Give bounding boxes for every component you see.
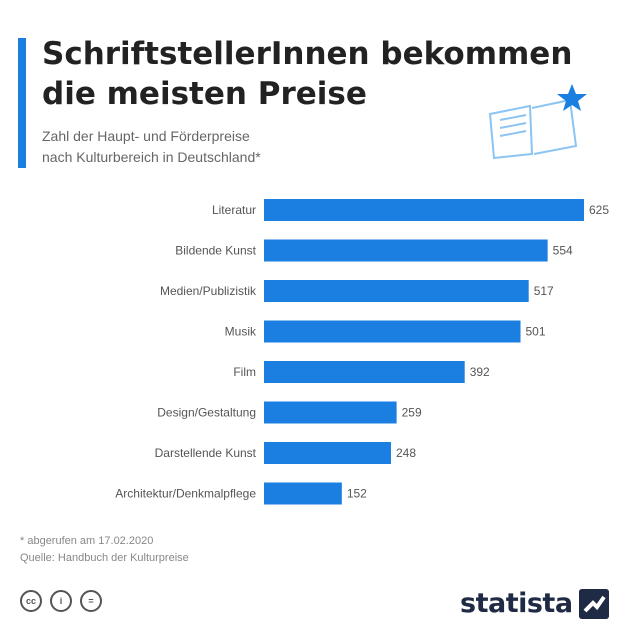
bar[interactable] (264, 401, 397, 424)
footnote-note: * abgerufen am 17.02.2020 (20, 535, 154, 547)
page-subtitle: Zahl der Haupt- und Förderpreise nach Ku… (42, 126, 402, 168)
brand-name: statista (460, 588, 573, 619)
license-icons: cc i = (20, 590, 102, 612)
bar-chart: Literatur 625 Bildende Kunst 554 Medien/Publ… (115, 199, 609, 505)
value-label: 554 (553, 244, 573, 258)
bar[interactable] (264, 280, 529, 302)
value-label: 392 (470, 365, 490, 379)
category-label: Darstellende Kunst (155, 446, 257, 460)
no-derivatives-icon[interactable]: = (80, 590, 102, 612)
category-label: Musik (225, 325, 257, 339)
value-label: 625 (589, 203, 609, 217)
category-label: Literatur (212, 203, 256, 217)
bar[interactable] (264, 482, 342, 505)
statista-logo[interactable]: statista (460, 588, 609, 619)
open-book-star-icon (488, 84, 587, 160)
statista-mark-icon (578, 588, 609, 619)
accent-bar (18, 38, 26, 168)
value-label: 501 (526, 325, 546, 339)
bar[interactable] (264, 361, 465, 383)
bar[interactable] (264, 320, 521, 343)
category-label: Medien/Publizistik (160, 284, 257, 298)
value-label: 517 (534, 284, 554, 298)
page-title: SchriftstellerInnen bekommen die meisten… (42, 34, 622, 114)
footnote-source: Quelle: Handbuch der Kulturpreise (20, 552, 189, 564)
title-line-2: die meisten Preise (42, 76, 367, 112)
cc-icon[interactable]: cc (20, 590, 42, 612)
title-line-1: SchriftstellerInnen bekommen (42, 36, 573, 72)
value-label: 259 (402, 406, 422, 420)
category-label: Bildende Kunst (175, 244, 256, 258)
value-label: 248 (396, 446, 416, 460)
attribution-icon[interactable]: i (50, 590, 72, 612)
category-label: Film (233, 365, 256, 379)
bar[interactable] (264, 199, 584, 221)
subtitle-line-2: nach Kulturbereich in Deutschland* (42, 149, 261, 165)
category-label: Architektur/Denkmalpflege (115, 487, 256, 501)
value-label: 152 (347, 487, 367, 501)
footnote: * abgerufen am 17.02.2020 Quelle: Handbu… (20, 533, 189, 567)
bar[interactable] (264, 442, 391, 464)
subtitle-line-1: Zahl der Haupt- und Förderpreise (42, 128, 250, 144)
category-label: Design/Gestaltung (157, 406, 256, 420)
bar[interactable] (264, 239, 548, 262)
